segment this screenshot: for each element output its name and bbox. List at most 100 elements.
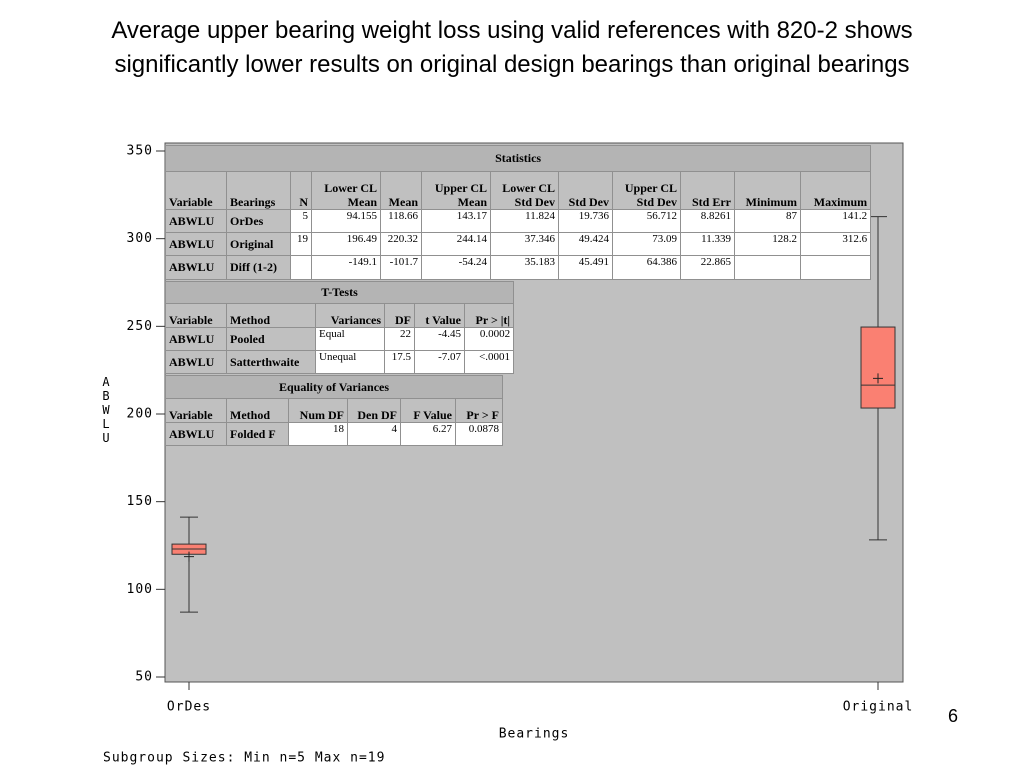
- header-text: Std Err: [692, 195, 731, 209]
- data-row: ABWLU OrDes 5 94.155 118.66 143.17 11.824 19.73…: [165, 209, 872, 233]
- data-cell: 5: [290, 209, 312, 233]
- y-tick-label: 300: [127, 231, 153, 246]
- data-cell: -54.24: [421, 255, 491, 280]
- header-cell: DF: [384, 303, 415, 328]
- header-cell: Maximum: [799, 171, 872, 210]
- data-row: ABWLU Satterthwaite Unequal 17.5 -7.07 <.0001: [165, 350, 515, 374]
- data-cell: 45.491: [558, 255, 613, 280]
- header-cell: Lower CL Mean: [311, 171, 381, 210]
- data-cell: -101.7: [380, 255, 422, 280]
- header-cell: Variable: [165, 303, 227, 328]
- header-text: N: [299, 195, 308, 209]
- data-row: ABWLU Folded F 18 4 6.27 0.0878: [165, 422, 504, 446]
- header-text: Variances: [330, 313, 381, 327]
- header-text: Upper CL: [624, 181, 677, 195]
- data-cell: 19: [290, 232, 312, 256]
- header-text: Variable: [169, 408, 213, 422]
- header-cell: Std Err: [680, 171, 735, 210]
- footnote: Subgroup Sizes: Min n=5 Max n=19: [103, 751, 385, 766]
- header-text: DF: [395, 313, 411, 327]
- data-cell: 244.14: [421, 232, 491, 256]
- table-title: Statistics: [164, 145, 872, 172]
- header-text: Pr > F: [466, 408, 500, 422]
- header-cell: t Value: [414, 303, 465, 328]
- data-cell: 196.49: [311, 232, 381, 256]
- data-cell: -149.1: [311, 255, 381, 280]
- data-cell: -7.07: [414, 350, 465, 374]
- row-header: Folded F: [226, 422, 289, 446]
- data-cell: 87: [734, 209, 801, 233]
- header-cell: Pr > F: [454, 398, 504, 423]
- data-cell: 22: [384, 327, 415, 351]
- header-cell: Lower CL Std Dev: [490, 171, 559, 210]
- mean-marker: [184, 551, 194, 562]
- header-text: t Value: [425, 313, 461, 327]
- header-text: Method: [230, 408, 270, 422]
- header-row: Variable Bearings N Lower CL Mean Mean Upper C…: [165, 171, 872, 210]
- header-cell: Minimum: [734, 171, 801, 210]
- data-row: ABWLU Pooled Equal 22 -4.45 0.0002: [165, 327, 515, 351]
- header-text: Pr > |t|: [475, 313, 511, 327]
- header-cell: Method: [226, 303, 316, 328]
- data-cell: 19.736: [558, 209, 613, 233]
- data-cell: 56.712: [612, 209, 681, 233]
- header-cell: Std Dev: [558, 171, 613, 210]
- data-cell: 11.339: [680, 232, 735, 256]
- title-row: Statistics: [164, 145, 872, 172]
- header-text: Lower CL: [324, 181, 377, 195]
- data-cell: 312.6: [799, 232, 872, 256]
- row-header: Original: [226, 232, 291, 256]
- header-text: Mean: [347, 195, 377, 209]
- table-title: T-Tests: [164, 281, 515, 304]
- row-header: ABWLU: [165, 232, 227, 256]
- y-tick-label: 150: [127, 494, 153, 509]
- empty-cell: [734, 255, 801, 280]
- header-cell: Variable: [165, 171, 227, 210]
- data-cell: 64.386: [612, 255, 681, 280]
- row-header: Diff (1-2): [226, 255, 291, 280]
- y-tick-label: 50: [135, 670, 153, 685]
- header-text: Upper CL: [434, 181, 487, 195]
- data-cell: 118.66: [380, 209, 422, 233]
- box: [860, 326, 896, 409]
- data-cell: 18: [288, 422, 348, 446]
- data-cell: 6.27: [400, 422, 456, 446]
- row-header: OrDes: [226, 209, 291, 233]
- data-cell: 0.0002: [463, 327, 515, 351]
- header-text: Std Dev: [568, 195, 609, 209]
- header-cell: Upper CL Std Dev: [612, 171, 681, 210]
- header-cell: Method: [226, 398, 289, 423]
- header-cell: Variances: [315, 303, 385, 328]
- data-cell: 94.155: [311, 209, 381, 233]
- header-text: Variable: [169, 313, 213, 327]
- data-cell: -4.45: [414, 327, 465, 351]
- row-header: ABWLU: [165, 422, 227, 446]
- header-cell: Pr > |t|: [463, 303, 515, 328]
- data-cell: 8.8261: [680, 209, 735, 233]
- data-cell: 128.2: [734, 232, 801, 256]
- header-text: Mean: [388, 195, 418, 209]
- header-text: Std Dev: [636, 195, 677, 209]
- header-cell: Bearings: [226, 171, 291, 210]
- page-number: 6: [948, 706, 959, 726]
- data-cell: 4: [347, 422, 401, 446]
- data-cell: <.0001: [463, 350, 515, 374]
- header-text: Maximum: [813, 195, 868, 209]
- empty-cell: [290, 255, 312, 280]
- y-tick-label: 200: [127, 407, 153, 422]
- data-cell: 0.0878: [454, 422, 504, 446]
- data-cell: 35.183: [490, 255, 559, 280]
- header-text: F Value: [413, 408, 452, 422]
- data-cell: 11.824: [490, 209, 559, 233]
- header-text: Mean: [457, 195, 487, 209]
- data-row: ABWLU Diff (1-2) -149.1 -101.7 -54.24 35.183 4…: [165, 255, 872, 280]
- header-text: Num DF: [299, 408, 344, 422]
- data-cell: Equal: [315, 327, 385, 351]
- title-row: Equality of Variances: [164, 375, 504, 399]
- header-cell: Den DF: [347, 398, 401, 423]
- row-header: ABWLU: [165, 209, 227, 233]
- data-cell: 17.5: [384, 350, 415, 374]
- row-header: ABWLU: [165, 327, 227, 351]
- x-tick-label: OrDes: [167, 700, 211, 715]
